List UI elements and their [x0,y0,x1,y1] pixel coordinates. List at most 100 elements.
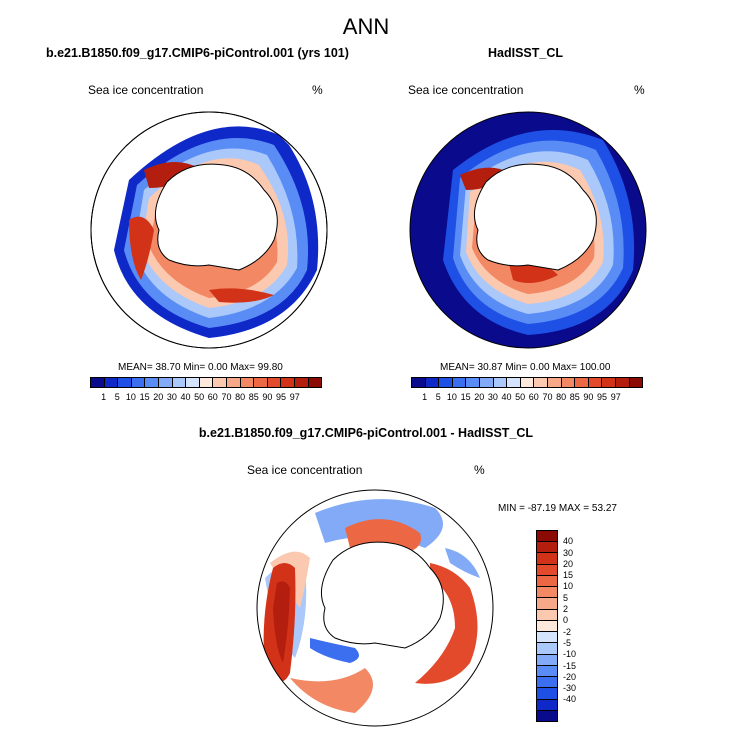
panel-3-title: b.e21.B1850.f09_g17.CMIP6-piControl.001 … [198,426,534,440]
panel-2-colorbar-tick-label: 95 [597,392,608,402]
panel-1-colorbar-tick-label: 30 [166,392,177,402]
panel-1-colorbar-swatch [145,378,159,387]
panel-3-colorbar-tick-label: 40 [563,536,574,547]
panel-3-colorbar [536,530,558,722]
panel-2-colorbar-tick-label: 90 [583,392,594,402]
panel-1-colorbar-swatch [104,378,119,387]
panel-2-colorbar-swatch [602,378,616,387]
panel-1-variable: Sea ice concentration [88,83,204,97]
panel-1-colorbar-swatch [267,378,282,387]
panel-1-colorbar-tick-label: 50 [194,392,205,402]
panel-1-unit: % [312,83,323,97]
panel-3-colorbar-swatch [537,609,557,621]
panel-2-variable: Sea ice concentration [408,83,524,97]
panel-1-colorbar-swatch [240,378,255,387]
panel-2-title: HadISST_CL [488,46,564,60]
panel-1-colorbar [90,377,322,388]
panel-1-colorbar-tick-label: 5 [114,392,120,402]
panel-1-colorbar-tick-label: 85 [248,392,259,402]
panel-2-map [409,111,647,349]
panel-2-colorbar-tick-label: 97 [610,392,621,402]
panel-3-colorbar-tick-label: -40 [563,694,577,705]
panel-3-colorbar-swatch [537,643,557,655]
panel-1-colorbar-swatch [294,378,309,387]
panel-3-colorbar-tick-label: -10 [563,649,577,660]
panel-1-colorbar-tick-label: 90 [262,392,273,402]
panel-3-colorbar-tick-label: 2 [563,604,569,615]
panel-2-colorbar-swatch [439,378,453,387]
panel-2-colorbar-swatch [547,378,562,387]
panel-3-colorbar-tick-label: 10 [563,581,574,592]
panel-3-colorbar-swatch [537,564,557,576]
panel-3-colorbar-tick-label: -5 [563,637,572,648]
panel-1-colorbar-swatch [281,378,295,387]
panel-3-map [256,489,494,727]
panel-2-unit: % [634,83,645,97]
panel-2-colorbar-tick-label: 5 [435,392,441,402]
panel-3-colorbar-swatch [537,575,557,588]
panel-3-colorbar-tick-label: -30 [563,683,577,694]
panel-2-colorbar-ticks: 1 5 10 15 20 30 40 50 60 70 80 85 90 95 97 [411,392,643,404]
panel-1-colorbar-swatch [91,378,105,387]
panel-2-colorbar-swatch [520,378,535,387]
panel-3-colorbar-swatch [537,699,557,711]
main-title: ANN [342,14,390,39]
panel-2-colorbar-tick-label: 85 [569,392,580,402]
panel-2-colorbar-swatch [534,378,548,387]
panel-1-colorbar-tick-label: 15 [139,392,150,402]
panel-3-colorbar-swatch [537,620,557,633]
panel-3-colorbar-swatch [537,553,557,565]
panel-3-colorbar-tick-label: 20 [563,558,574,569]
panel-2-colorbar-swatch [507,378,521,387]
panel-1-colorbar-swatch [186,378,200,387]
panel-3-colorbar-tick-label: 0 [563,615,569,626]
panel-2-colorbar-swatch [561,378,576,387]
panel-1-colorbar-swatch [199,378,214,387]
panel-1-colorbar-tick-label: 10 [125,392,136,402]
panel-1-colorbar-swatch [158,378,173,387]
panel-1-colorbar-swatch [213,378,227,387]
panel-3-colorbar-tick-label: -15 [563,660,577,671]
panel-3-colorbar-swatch [537,587,557,599]
panel-3-colorbar-swatch [537,632,557,644]
panel-2-colorbar-swatch [575,378,589,387]
panel-2-colorbar-tick-label: 15 [460,392,471,402]
panel-1-colorbar-swatch [118,378,132,387]
panel-2-colorbar-swatch [466,378,480,387]
panel-1-colorbar-tick-label: 95 [276,392,287,402]
panel-2-colorbar-tick-label: 20 [474,392,485,402]
panel-1-colorbar-tick-label: 20 [153,392,164,402]
panel-1-colorbar-tick-label: 97 [289,392,300,402]
panel-2-colorbar [411,377,643,388]
panel-2-colorbar-tick-label: 40 [501,392,512,402]
panel-3-colorbar-tick-label: -2 [563,626,572,637]
panel-3-variable: Sea ice concentration [247,463,363,477]
panel-2-colorbar-swatch [588,378,603,387]
panel-1-colorbar-tick-label: 60 [207,392,218,402]
panel-2-colorbar-swatch [615,378,630,387]
panel-1-title: b.e21.B1850.f09_g17.CMIP6-piControl.001 … [46,46,349,60]
panel-2-colorbar-tick-label: 30 [487,392,498,402]
panel-3-colorbar-swatch [537,531,557,543]
panel-1-colorbar-tick-label: 80 [235,392,246,402]
panel-1-map [90,111,328,349]
panel-3-colorbar-tick-label: -20 [563,671,577,682]
panel-2-colorbar-tick-label: 80 [556,392,567,402]
panel-2-colorbar-swatch [493,378,508,387]
panel-1-colorbar-tick-label: 40 [180,392,191,402]
panel-3-colorbar-swatch [537,710,557,721]
panel-1-colorbar-ticks: 1 5 10 15 20 30 40 50 60 70 80 85 90 95 97 [90,392,322,404]
panel-1-colorbar-swatch [308,378,322,387]
panel-2-colorbar-tick-label: 70 [542,392,553,402]
panel-1-colorbar-swatch [226,378,241,387]
panel-3-colorbar-swatch [537,598,557,610]
panel-2-colorbar-tick-label: 50 [515,392,526,402]
panel-3-colorbar-swatch [537,688,557,700]
panel-2-colorbar-tick-label: 10 [446,392,457,402]
panel-1-colorbar-tick-label: 1 [101,392,107,402]
panel-1-colorbar-swatch [254,378,268,387]
panel-2-colorbar-tick-label: 60 [528,392,539,402]
panel-3-colorbar-tick-label: 30 [563,547,574,558]
panel-1-colorbar-swatch [131,378,146,387]
panel-2-stats: MEAN= 30.87 Min= 0.00 Max= 100.00 [440,362,611,373]
